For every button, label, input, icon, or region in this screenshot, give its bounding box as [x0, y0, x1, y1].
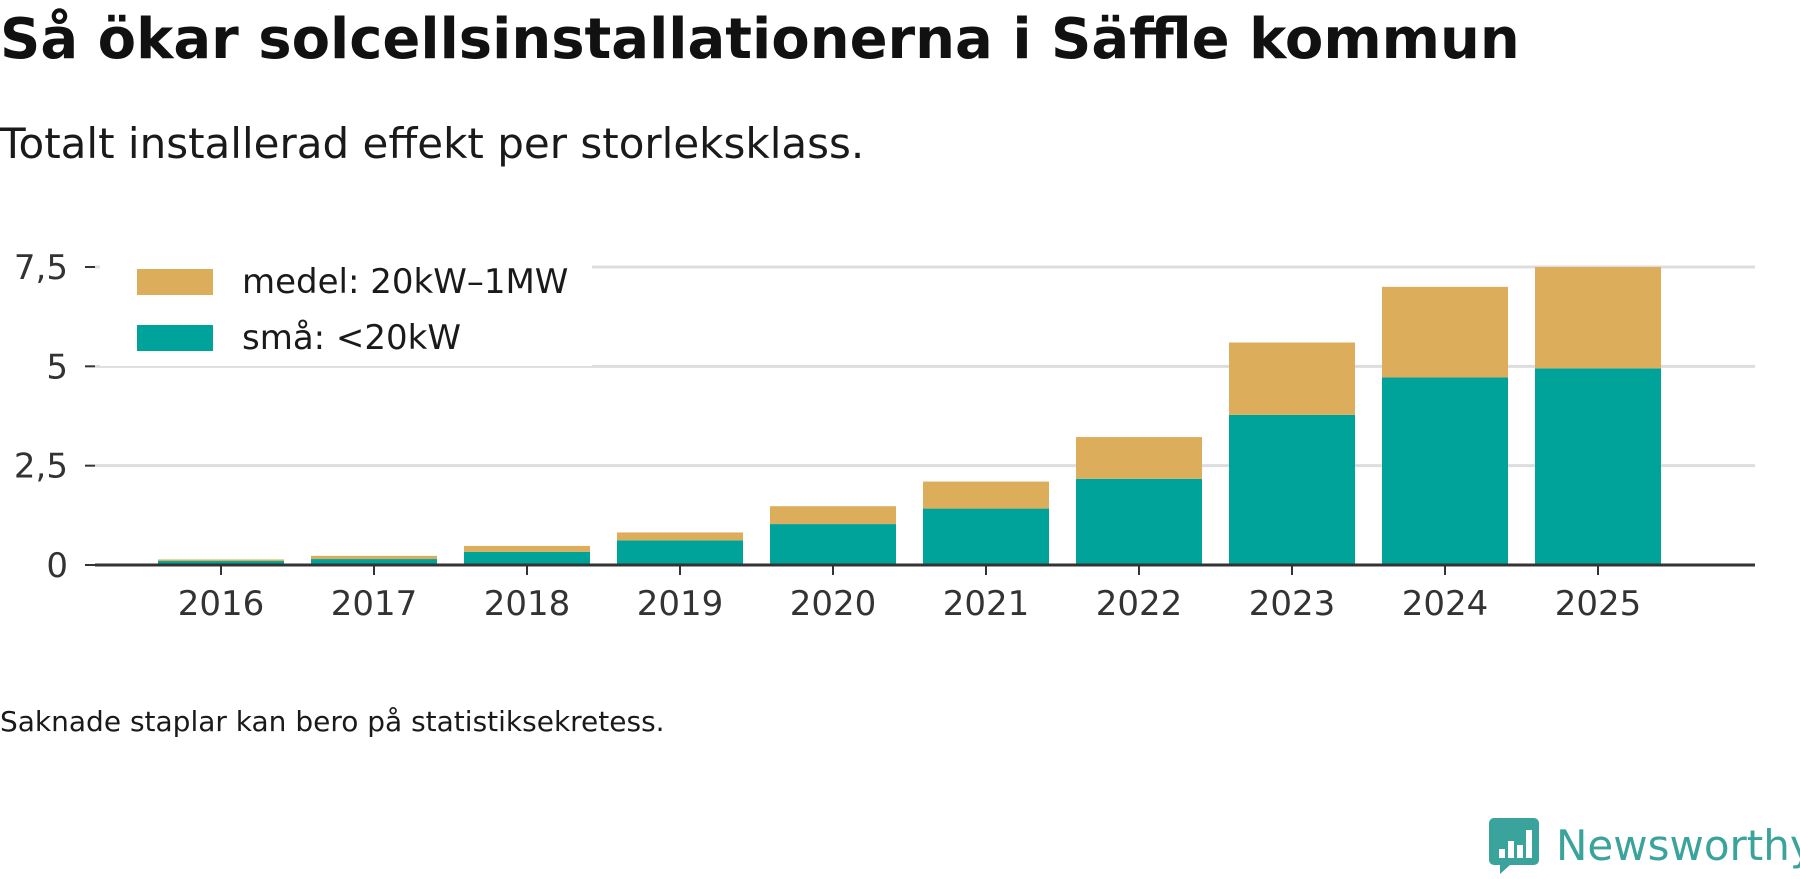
- x-tick-label: 2018: [484, 584, 571, 624]
- bar-segment: [923, 508, 1049, 565]
- x-tick-label: 2022: [1096, 584, 1183, 624]
- bar-segment: [311, 555, 437, 560]
- x-tick-label: 2025: [1555, 584, 1642, 624]
- bar-segment: [464, 545, 590, 552]
- x-tick-label: 2021: [943, 584, 1030, 624]
- stacked-bar-chart: 0 2,5 5 7,5 2016 2017 2018 2019 2020 2021 2022 2023…: [14, 246, 1755, 624]
- bar-segment: [158, 561, 284, 565]
- bar-segment: [1076, 478, 1202, 565]
- bar-segment: [1229, 342, 1355, 415]
- brand-logo: Newsworthy: [1488, 816, 1800, 876]
- bar-segment: [1076, 437, 1202, 479]
- legend-label: medel: 20kW–1MW: [242, 262, 568, 302]
- legend-label: små: <20kW: [242, 318, 461, 358]
- brand-name: Newsworthy: [1556, 821, 1800, 870]
- chart-subtitle: Totalt installerad effekt per storlekskl…: [0, 119, 865, 168]
- x-tick-label: 2023: [1249, 584, 1336, 624]
- y-tick-label: 5: [46, 347, 68, 387]
- bar-segment: [1229, 414, 1355, 565]
- legend: medel: 20kW–1MW små: <20kW: [137, 262, 568, 358]
- legend-swatch: [137, 325, 213, 351]
- axes: 0 2,5 5 7,5 2016 2017 2018 2019 2020 2021 2022 2023…: [14, 248, 1755, 624]
- x-tick-label: 2016: [178, 584, 265, 624]
- bar-segment: [464, 551, 590, 565]
- y-tick-label: 2,5: [14, 447, 68, 487]
- bar-segment: [158, 559, 284, 562]
- x-tick-label: 2017: [331, 584, 418, 624]
- bars: [158, 267, 1661, 565]
- chart-title: Så ökar solcellsinstallationerna i Säffl…: [0, 7, 1520, 72]
- x-tick-label: 2019: [637, 584, 724, 624]
- x-tick-label: 2024: [1402, 584, 1489, 624]
- footnote: Saknade staplar kan bero på statistiksek…: [0, 705, 665, 738]
- bar-segment: [1535, 368, 1661, 565]
- bar-segment: [923, 481, 1049, 509]
- bar-segment: [617, 532, 743, 541]
- bar-segment: [770, 506, 896, 525]
- bar-segment: [617, 540, 743, 565]
- y-tick-label: 0: [46, 546, 68, 586]
- x-tick-label: 2020: [790, 584, 877, 624]
- legend-swatch: [137, 269, 213, 295]
- bar-segment: [1535, 267, 1661, 369]
- bar-chart-speech-bubble-icon: [1489, 818, 1539, 874]
- bar-segment: [770, 524, 896, 565]
- bar-segment: [311, 559, 437, 565]
- y-tick-label: 7,5: [14, 248, 68, 288]
- bar-segment: [1382, 286, 1508, 378]
- bar-segment: [1382, 377, 1508, 565]
